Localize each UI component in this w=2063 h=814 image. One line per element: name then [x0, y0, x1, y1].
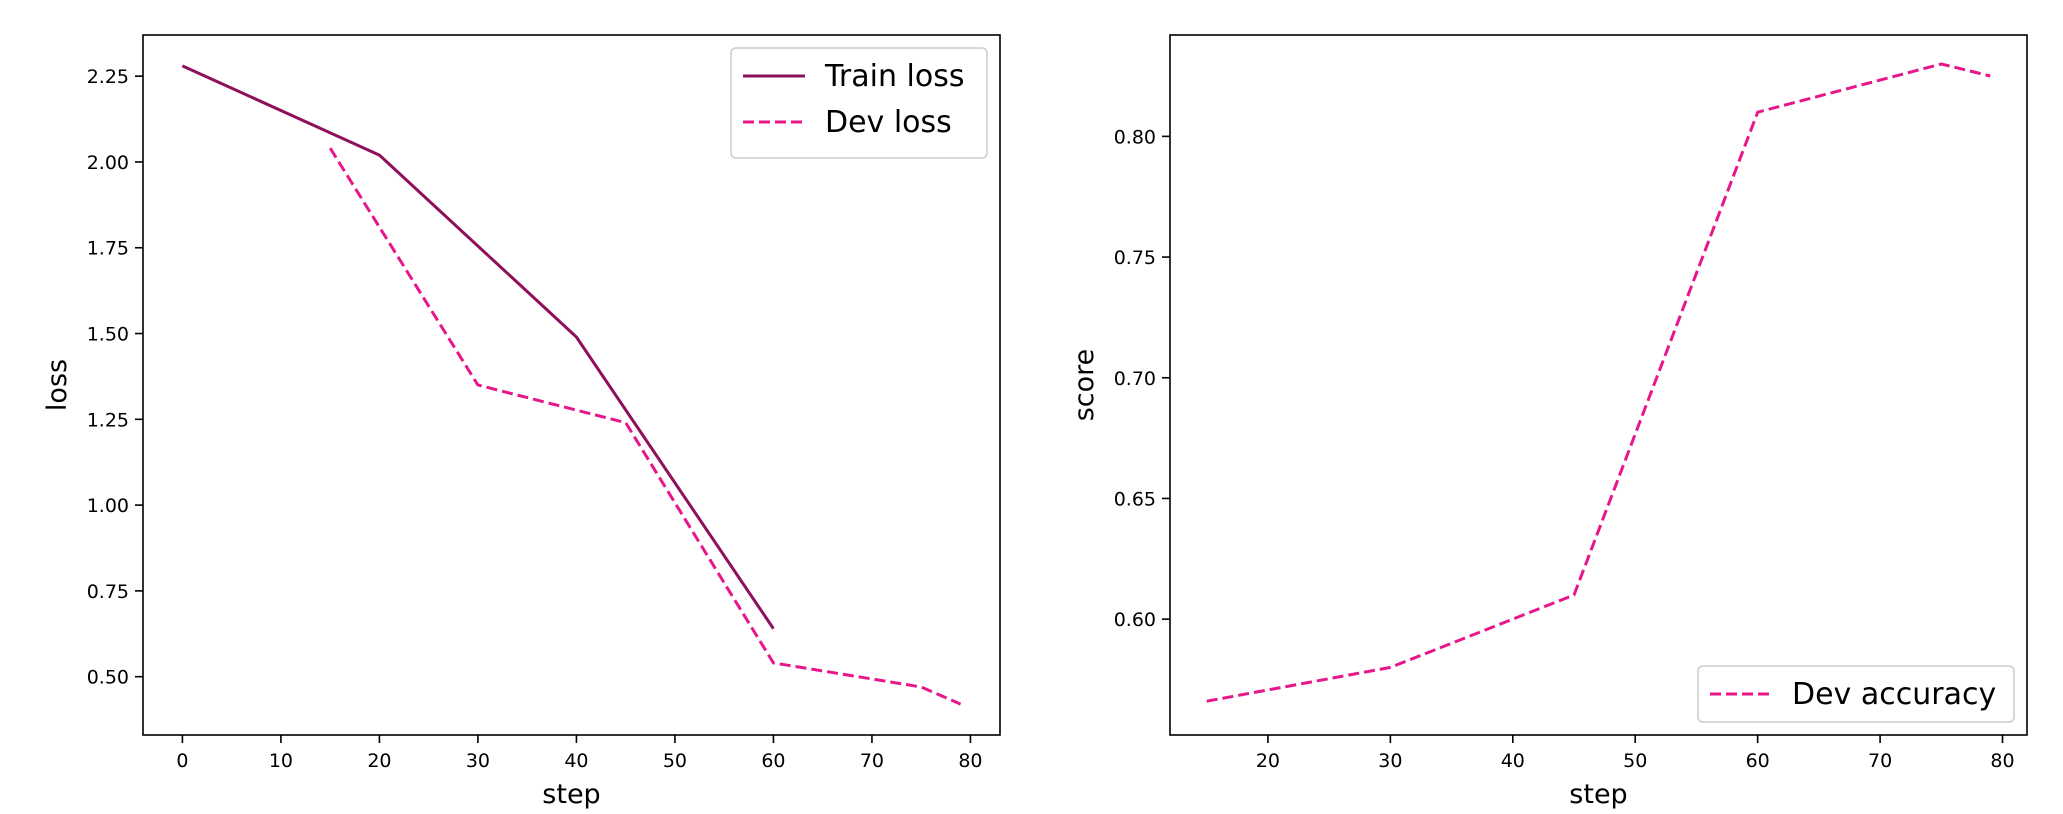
y-tick-label: 1.25 [87, 409, 129, 431]
y-axis-title: loss [42, 359, 73, 411]
plot-frame [142, 34, 1001, 736]
series-line-dev-accuracy [1206, 62, 1991, 703]
legend-label: Dev accuracy [1792, 677, 1996, 712]
y-tick-label: 0.60 [1114, 609, 1156, 631]
y-tick-label: 0.65 [1114, 488, 1156, 510]
x-tick-label: 30 [1378, 750, 1402, 772]
y-tick-label: 1.50 [87, 324, 129, 346]
x-tick-label: 60 [761, 750, 785, 772]
y-tick-label: 0.70 [1114, 368, 1156, 390]
legend-box [1697, 665, 2015, 723]
legend-label: Dev loss [825, 105, 952, 140]
x-tick-label: 20 [367, 750, 391, 772]
x-tick-label: 0 [176, 750, 188, 772]
legend-label: Train loss [824, 59, 964, 94]
x-tick-label: 70 [1868, 750, 1892, 772]
x-tick-label: 50 [663, 750, 687, 772]
y-tick-label: 0.50 [87, 667, 129, 689]
x-axis-title: step [1569, 779, 1627, 810]
y-tick-label: 0.75 [1114, 247, 1156, 269]
y-tick-label: 0.80 [1114, 126, 1156, 148]
x-axis-title: step [542, 779, 600, 810]
series-line-dev-loss [328, 147, 962, 706]
y-tick-label: 2.00 [87, 152, 129, 174]
y-tick-label: 1.00 [87, 495, 129, 517]
x-tick-label: 80 [958, 750, 982, 772]
x-tick-label: 10 [269, 750, 293, 772]
x-tick-label: 20 [1256, 750, 1280, 772]
plot-frame [1169, 34, 2028, 736]
y-tick-label: 1.75 [87, 238, 129, 260]
y-tick-label: 0.75 [87, 581, 129, 603]
legend: Train loss Dev loss [730, 47, 988, 159]
loss-chart: 0 10 20 30 40 50 60 70 80 0.50 0.75 1.00 1.25 1.50 1.7… [42, 34, 1001, 810]
x-tick-label: 70 [860, 750, 884, 772]
x-tick-label: 60 [1746, 750, 1770, 772]
accuracy-chart: 20 30 40 50 60 70 80 0.60 0.65 0.70 0.75 0.80 step sc… [1069, 34, 2028, 810]
legend: Dev accuracy [1697, 665, 2015, 723]
y-tick-label: 2.25 [87, 66, 129, 88]
x-tick-label: 80 [1990, 750, 2014, 772]
x-tick-label: 40 [564, 750, 588, 772]
series-line-train-loss [181, 64, 775, 630]
x-tick-label: 40 [1501, 750, 1525, 772]
y-axis-title: score [1069, 349, 1100, 422]
x-tick-label: 30 [466, 750, 490, 772]
x-tick-label: 50 [1623, 750, 1647, 772]
